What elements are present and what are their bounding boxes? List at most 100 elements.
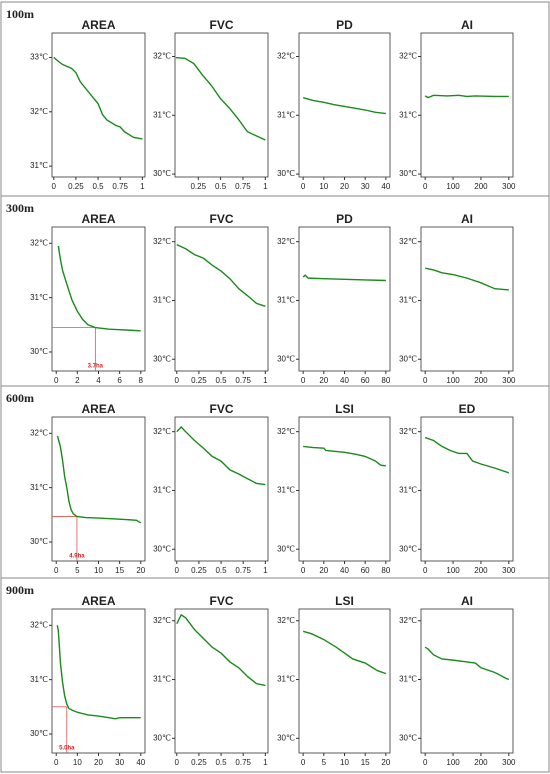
x-tick-label: 0 — [54, 566, 59, 575]
x-tick-label: 0 — [175, 758, 180, 767]
panel-title: PD — [336, 18, 353, 32]
panel-title: AREA — [81, 212, 115, 226]
panel-title: LSI — [335, 402, 354, 416]
plot-frame — [174, 226, 269, 372]
panel-title: AI — [461, 594, 473, 608]
line — [176, 613, 266, 687]
title-strip — [52, 19, 145, 33]
y-tick-label: 32℃ — [30, 107, 48, 116]
y-tick-label: 31℃ — [399, 675, 417, 684]
x-tick-label: 200 — [474, 566, 488, 575]
x-tick-label: 0.5 — [92, 182, 104, 191]
y-tick-label: 32℃ — [277, 237, 295, 246]
plot-frame — [51, 226, 146, 372]
x-tick-label: 0 — [301, 182, 306, 191]
x-tick-label: 6 — [117, 376, 122, 385]
panel-title: LSI — [335, 594, 354, 608]
plot-frame — [51, 608, 146, 754]
plot-frame — [298, 226, 391, 372]
x-tick-label: 10 — [319, 182, 328, 191]
x-tick-label: 0.5 — [215, 758, 227, 767]
y-tick-label: 30℃ — [153, 733, 171, 742]
row-frame — [0, 577, 550, 773]
title-strip — [421, 19, 513, 33]
x-tick-label: 20 — [319, 566, 328, 575]
y-tick-label: 32℃ — [399, 616, 417, 625]
panel-title: AREA — [81, 594, 115, 608]
panel-title: AI — [461, 212, 473, 226]
line — [56, 625, 141, 720]
title-strip — [175, 213, 268, 227]
x-tick-label: 1 — [140, 182, 145, 191]
x-tick-label: 15 — [361, 758, 370, 767]
y-tick-label: 30℃ — [30, 347, 48, 356]
x-tick-label: 1 — [263, 566, 268, 575]
title-strip — [52, 595, 145, 609]
x-tick-label: 0 — [423, 182, 428, 191]
plot-frame — [420, 416, 514, 562]
panel-title: AREA — [81, 18, 115, 32]
x-tick-label: 10 — [340, 758, 349, 767]
annotation-label: 3.7ha — [88, 364, 104, 370]
y-tick-label: 32℃ — [399, 52, 417, 61]
x-tick-label: 40 — [340, 376, 349, 385]
x-tick-label: 80 — [381, 376, 390, 385]
line — [57, 245, 141, 332]
x-tick-label: 4 — [96, 376, 101, 385]
x-tick-label: 0.75 — [235, 182, 251, 191]
y-tick-label: 32℃ — [30, 238, 48, 247]
x-tick-label: 20 — [381, 758, 390, 767]
plot-frame — [298, 32, 391, 178]
y-tick-label: 30℃ — [153, 169, 171, 178]
line — [176, 425, 266, 486]
y-tick-label: 31℃ — [399, 110, 417, 119]
y-tick-label: 30℃ — [277, 733, 295, 742]
y-tick-label: 30℃ — [153, 544, 171, 553]
x-tick-label: 0.75 — [112, 182, 128, 191]
x-tick-label: 0 — [423, 376, 428, 385]
x-tick-label: 80 — [381, 566, 390, 575]
x-tick-label: 60 — [361, 566, 370, 575]
x-tick-label: 30 — [115, 758, 124, 767]
x-tick-label: 0 — [52, 182, 57, 191]
y-tick-label: 31℃ — [30, 161, 48, 170]
y-tick-label: 32℃ — [153, 52, 171, 61]
panel-title: FVC — [210, 212, 234, 226]
x-tick-label: 200 — [474, 758, 488, 767]
annotation-label: 5.0ha — [59, 746, 75, 752]
x-tick-label: 1 — [263, 376, 268, 385]
x-tick-label: 0 — [423, 758, 428, 767]
y-tick-label: 30℃ — [277, 544, 295, 553]
line — [56, 435, 142, 524]
y-tick-label: 32℃ — [277, 427, 295, 436]
y-tick-label: 32℃ — [277, 52, 295, 61]
x-tick-label: 300 — [502, 376, 516, 385]
y-tick-label: 31℃ — [30, 293, 48, 302]
x-tick-label: 60 — [361, 376, 370, 385]
x-tick-label: 40 — [381, 182, 390, 191]
x-tick-label: 100 — [446, 376, 460, 385]
x-tick-label: 0 — [175, 376, 180, 385]
y-tick-label: 30℃ — [153, 354, 171, 363]
line — [424, 646, 510, 681]
row-label: 100m — [6, 7, 34, 21]
plot-frame — [420, 32, 514, 178]
row-label: 600m — [6, 391, 34, 405]
line — [302, 96, 386, 115]
x-tick-label: 300 — [502, 182, 516, 191]
x-tick-label: 0 — [301, 376, 306, 385]
panel-title: AI — [461, 18, 473, 32]
y-tick-label: 31℃ — [277, 110, 295, 119]
line — [424, 94, 509, 99]
x-tick-label: 8 — [139, 376, 144, 385]
y-tick-label: 30℃ — [399, 169, 417, 178]
y-tick-label: 32℃ — [153, 427, 171, 436]
x-tick-label: 15 — [115, 566, 124, 575]
y-tick-label: 30℃ — [399, 544, 417, 553]
y-tick-label: 30℃ — [30, 537, 48, 546]
x-tick-label: 0.5 — [215, 182, 227, 191]
plot-frame — [51, 416, 146, 562]
x-tick-label: 20 — [136, 566, 145, 575]
